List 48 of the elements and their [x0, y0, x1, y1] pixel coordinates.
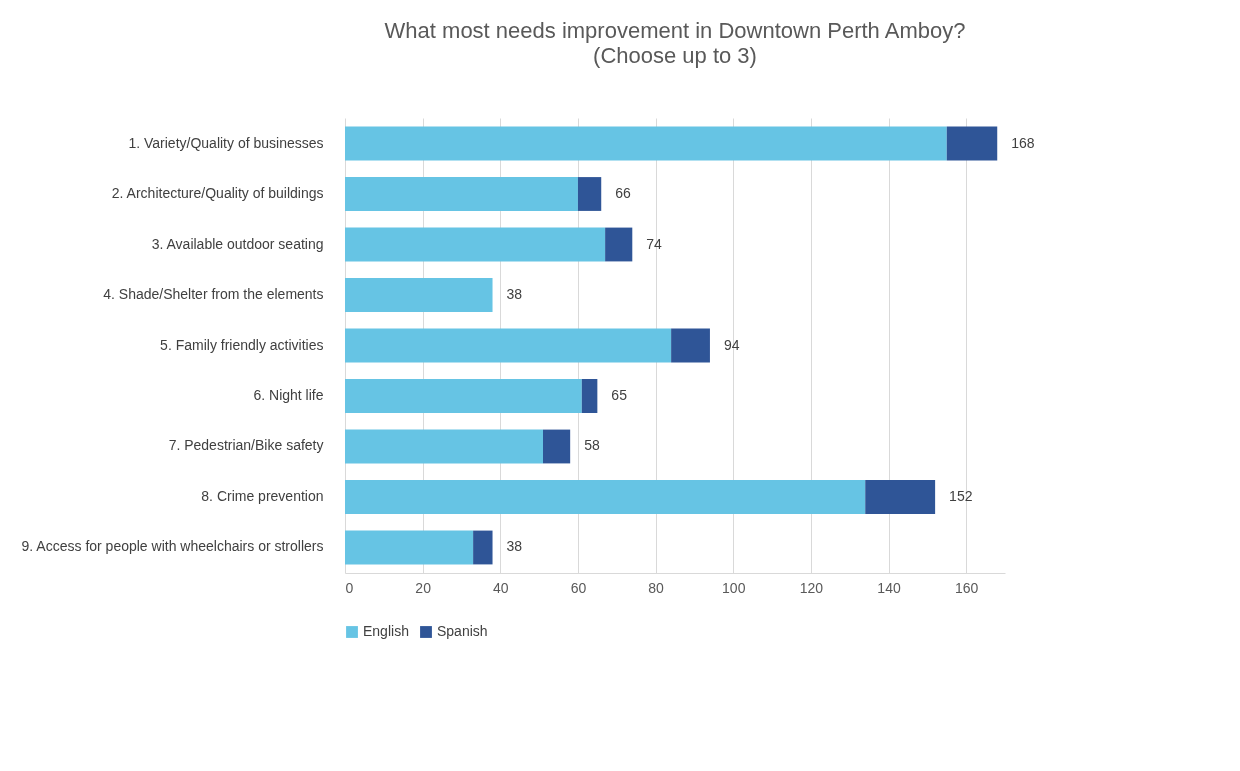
legend-label: Spanish	[437, 623, 488, 639]
y-tick-label: 4. Shade/Shelter from the elements	[103, 286, 324, 302]
x-tick-label: 20	[415, 579, 432, 596]
x-tick-label: 140	[877, 579, 901, 596]
bar	[543, 429, 571, 464]
x-tick-label: 0	[345, 579, 354, 596]
bar	[345, 177, 578, 211]
bar	[345, 480, 866, 514]
bar	[946, 126, 998, 161]
bar	[671, 328, 710, 363]
legend-label: English	[363, 623, 409, 639]
chart-title: What most needs improvement in Downtown Perth Amboy?	[384, 18, 966, 43]
y-tick-label: 1. Variety/Quality of businesses	[128, 134, 324, 151]
bar	[577, 177, 602, 211]
total-label: 66	[615, 185, 632, 201]
bar	[345, 328, 672, 363]
y-tick-label: 7. Pedestrian/Bike safety	[168, 437, 324, 454]
bar	[345, 227, 606, 262]
x-tick-label: 60	[570, 579, 587, 596]
total-label: 65	[611, 387, 628, 403]
bar	[345, 530, 474, 565]
y-tick-label: 8. Crime prevention	[201, 488, 324, 504]
y-tick-label: 5. Family friendly activities	[160, 336, 324, 353]
bar	[865, 480, 936, 514]
bar	[345, 126, 947, 161]
total-label: 38	[506, 286, 523, 302]
total-label: 38	[506, 538, 523, 555]
bar	[345, 278, 493, 312]
bar	[345, 379, 582, 413]
y-tick-label: 9. Access for people with wheelchairs or strollers	[21, 538, 324, 555]
x-tick-label: 100	[722, 579, 746, 596]
total-label: 152	[949, 488, 973, 504]
x-tick-label: 120	[799, 579, 824, 596]
x-tick-label: 40	[493, 579, 509, 596]
bar	[581, 379, 598, 413]
total-label: 74	[646, 235, 663, 252]
x-tick-label: 160	[955, 579, 979, 596]
y-tick-label: 3. Available outdoor seating	[151, 235, 324, 252]
total-label: 94	[723, 336, 740, 353]
bar	[605, 227, 633, 262]
y-tick-label: 2. Architecture/Quality of buildings	[111, 185, 324, 201]
bar	[473, 530, 493, 565]
total-label: 168	[1011, 134, 1035, 151]
y-tick-label: 6. Night life	[253, 387, 324, 403]
chart-subtitle: (Choose up to 3)	[593, 43, 757, 68]
bar	[345, 429, 543, 464]
x-tick-label: 80	[648, 579, 665, 596]
total-label: 58	[584, 437, 600, 454]
